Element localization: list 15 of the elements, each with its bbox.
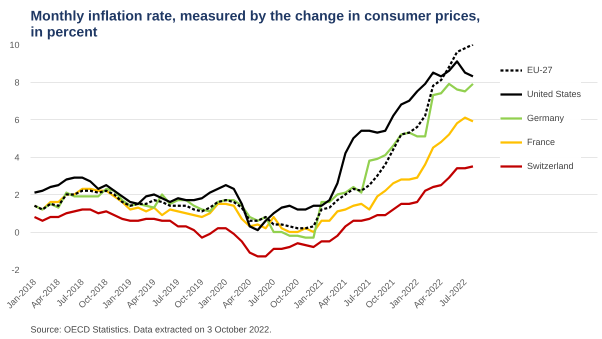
legend-label: United States <box>526 89 581 99</box>
legend-label: France <box>526 137 555 147</box>
line-series <box>33 165 474 258</box>
y-tick-label: -2 <box>12 265 20 275</box>
y-tick-label: 8 <box>14 78 20 88</box>
y-tick-label: 4 <box>14 152 20 162</box>
source-note: Source: OECD Statistics. Data extracted on 3 October 2022. <box>30 324 272 334</box>
y-tick-label: 10 <box>9 40 20 50</box>
legend-label: EU-27 <box>526 65 552 75</box>
legend-label: Switzerland <box>526 161 574 171</box>
y-tick-label: 2 <box>14 190 20 200</box>
y-tick-label: 0 <box>14 228 20 238</box>
legend-label: Germany <box>526 113 564 123</box>
chart-title: Monthly inflation rate, measured by the change in consumer prices, in percent <box>30 8 480 40</box>
y-tick-label: 6 <box>14 115 20 125</box>
